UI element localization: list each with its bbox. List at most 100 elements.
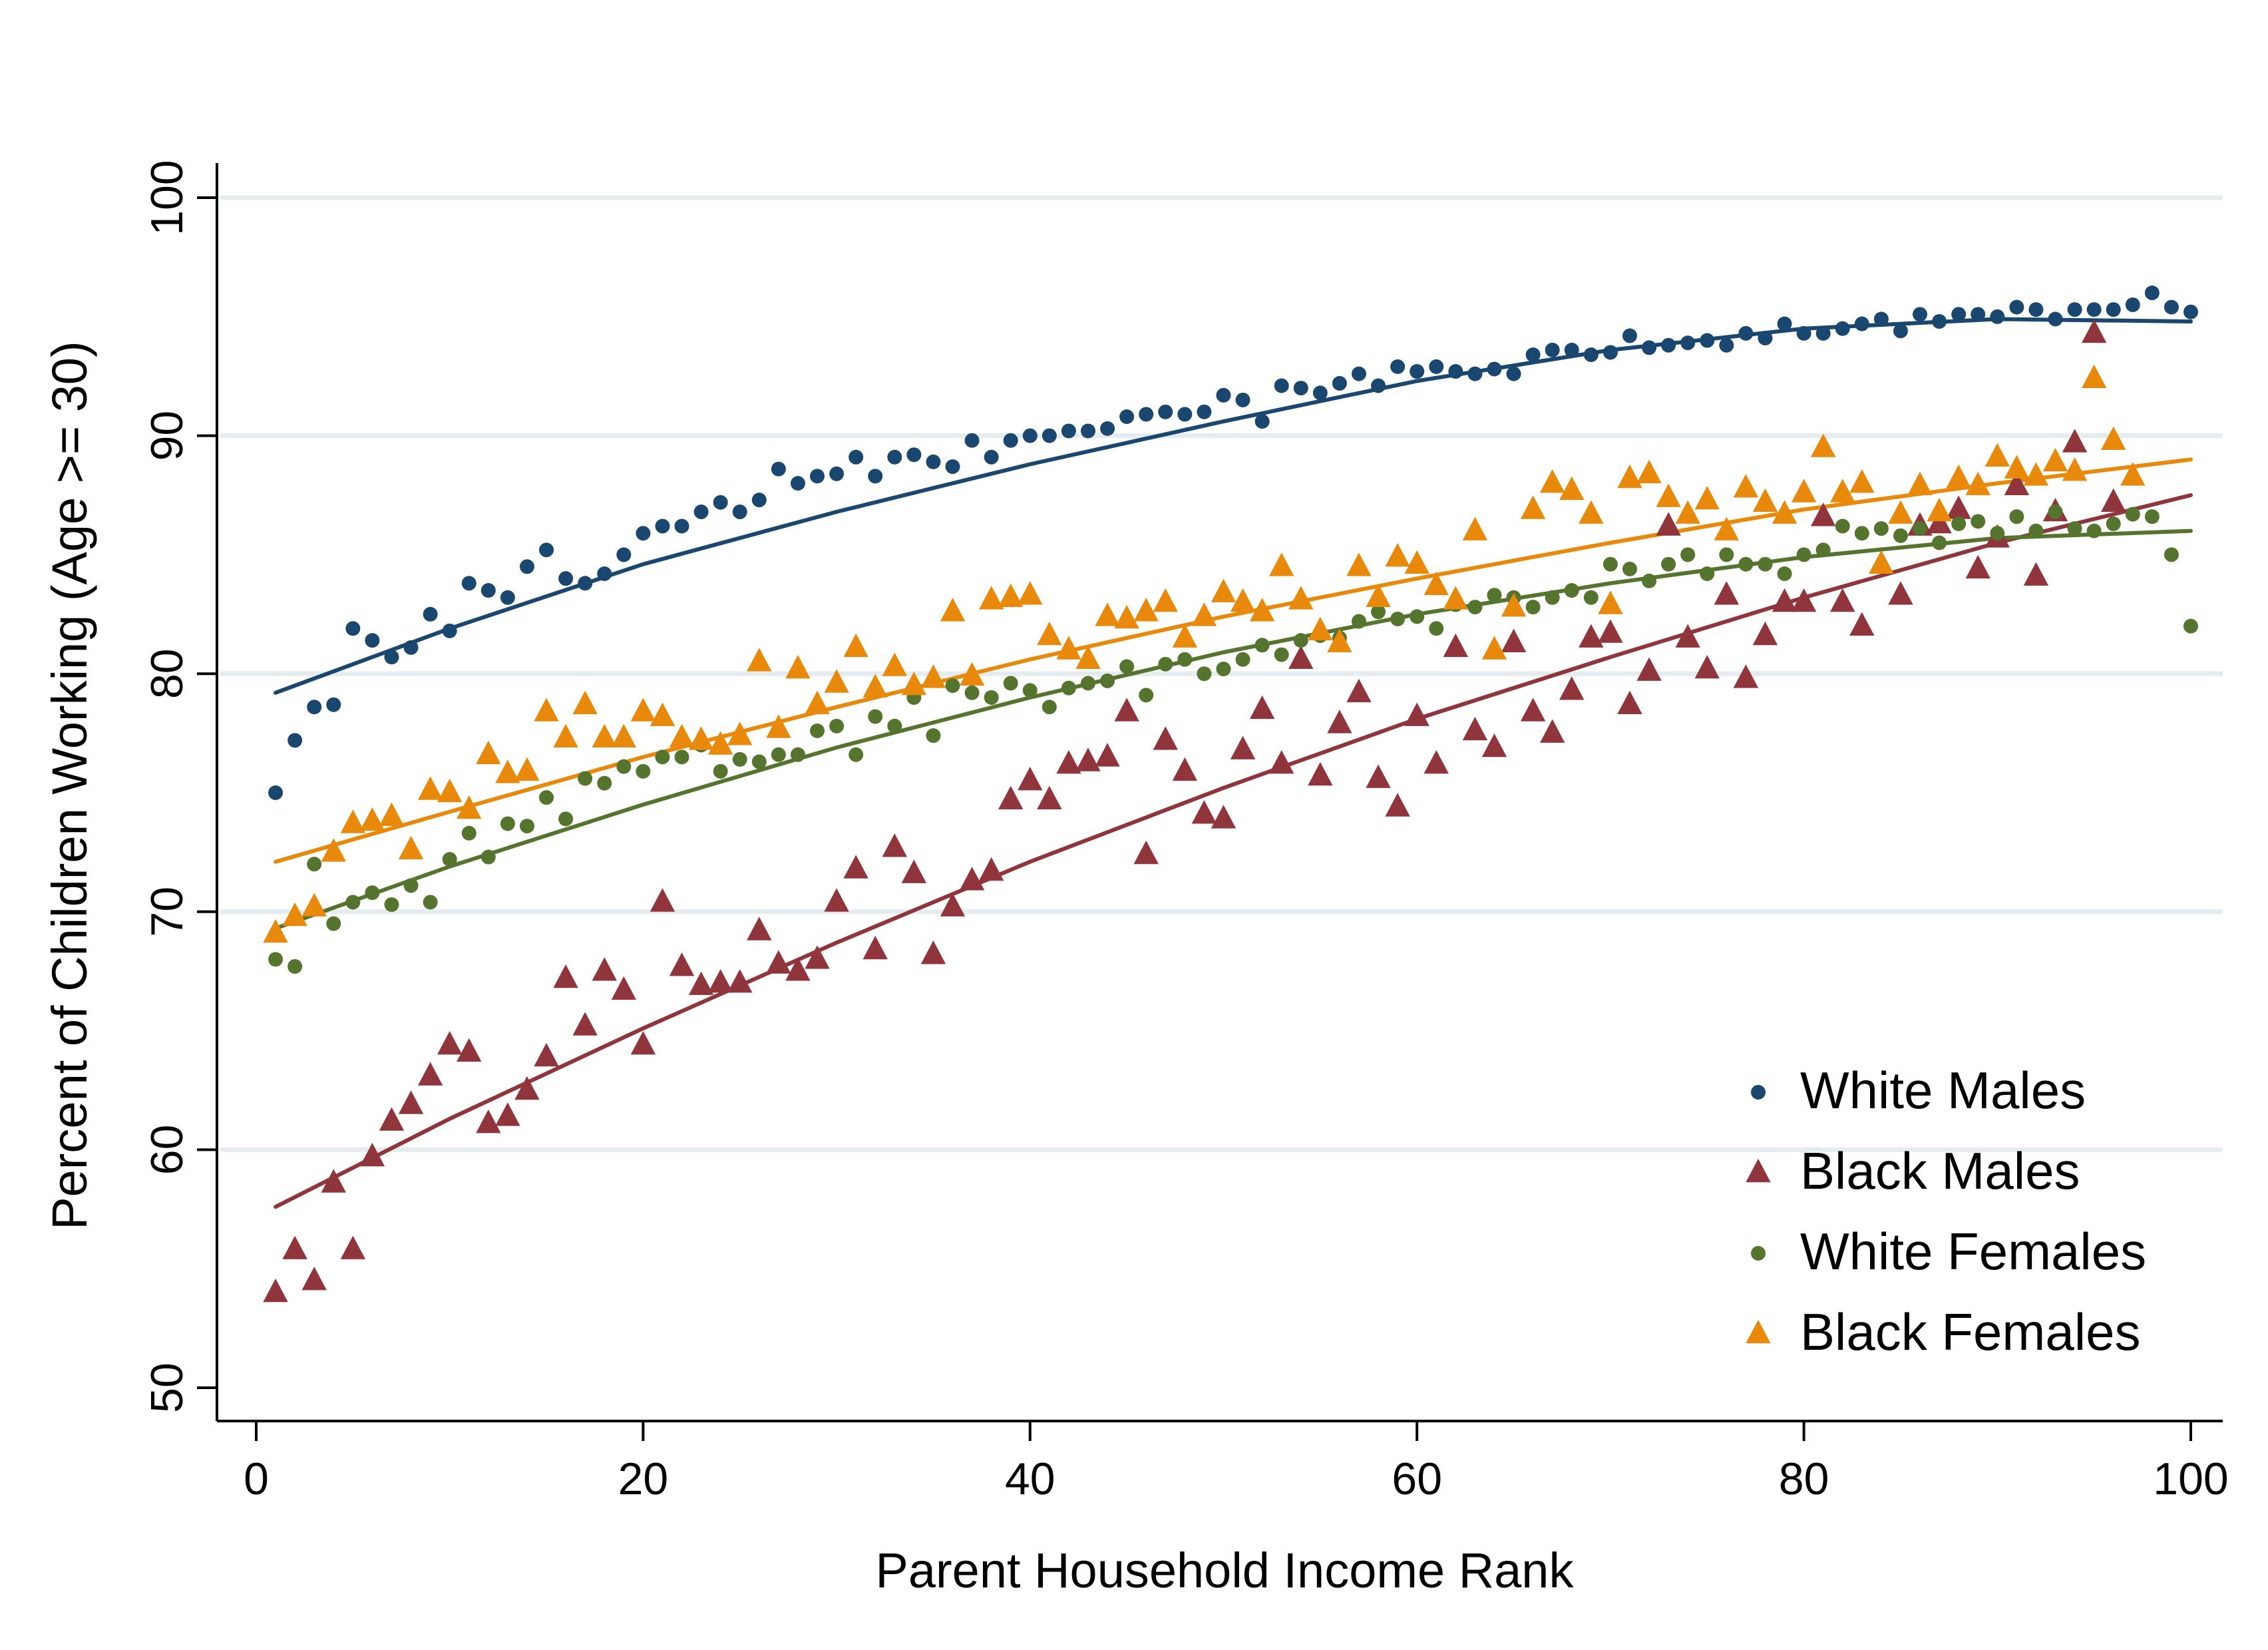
point-series-3-75 (1714, 516, 1740, 540)
point-series-2-5 (365, 885, 380, 901)
point-series-0-59 (1410, 364, 1425, 379)
point-series-3-84 (1888, 500, 1913, 524)
point-series-3-55 (1327, 628, 1352, 652)
point-series-0-35 (945, 459, 960, 475)
point-series-3-71 (1636, 459, 1662, 484)
point-series-2-79 (1796, 547, 1811, 562)
point-series-3-77 (1752, 488, 1778, 513)
point-series-1-49 (1211, 805, 1236, 829)
point-series-0-41 (1061, 423, 1076, 439)
point-series-0-95 (2106, 302, 2121, 317)
point-series-1-47 (1172, 757, 1198, 781)
point-series-0-98 (2164, 300, 2179, 315)
point-series-1-40 (1037, 785, 1062, 810)
point-series-0-61 (1448, 364, 1463, 379)
point-series-0-54 (1312, 385, 1328, 401)
point-series-3-58 (1385, 542, 1410, 567)
point-series-2-71 (1642, 573, 1657, 588)
point-series-2-72 (1661, 556, 1676, 572)
point-series-0-51 (1254, 414, 1270, 429)
point-series-2-18 (616, 759, 632, 774)
point-series-2-43 (1100, 673, 1115, 688)
point-series-2-0 (268, 952, 284, 967)
point-series-1-10 (457, 1038, 482, 1062)
point-series-3-46 (1153, 588, 1178, 612)
point-series-2-94 (2086, 523, 2102, 538)
point-series-2-93 (2067, 521, 2082, 536)
point-series-2-21 (674, 749, 689, 765)
point-series-2-87 (1951, 516, 1967, 531)
point-series-3-4 (340, 809, 366, 833)
point-series-3-87 (1946, 464, 1971, 489)
point-series-0-16 (578, 576, 593, 591)
point-series-1-32 (882, 833, 908, 857)
point-series-3-7 (398, 835, 424, 860)
point-series-3-41 (1056, 636, 1081, 660)
point-series-1-68 (1579, 624, 1604, 648)
x-tick-label-100: 100 (2153, 1454, 2228, 1504)
point-series-1-59 (1404, 702, 1429, 726)
point-series-3-74 (1694, 486, 1720, 510)
point-series-1-67 (1559, 676, 1585, 700)
point-series-3-79 (1791, 479, 1817, 503)
point-series-2-30 (849, 747, 864, 762)
point-series-3-9 (437, 778, 463, 803)
point-series-1-72 (1656, 512, 1681, 536)
point-series-2-80 (1815, 542, 1831, 558)
point-series-2-59 (1410, 609, 1425, 624)
legend-label-2: White Females (1800, 1222, 2146, 1281)
point-series-0-39 (1022, 428, 1038, 443)
point-series-0-0 (268, 785, 284, 800)
point-series-0-40 (1041, 428, 1057, 443)
point-series-0-11 (480, 583, 496, 598)
point-series-3-49 (1211, 578, 1236, 602)
point-series-3-1 (282, 902, 307, 927)
point-series-3-53 (1288, 586, 1314, 610)
point-series-2-20 (655, 749, 670, 765)
point-series-1-16 (572, 1012, 598, 1036)
point-series-3-21 (669, 723, 695, 748)
point-series-0-77 (1758, 330, 1773, 345)
point-series-2-3 (326, 916, 341, 931)
point-series-0-60 (1429, 359, 1444, 374)
point-series-1-8 (417, 1062, 443, 1086)
point-series-3-34 (920, 664, 946, 688)
x-tick-label-60: 60 (1392, 1454, 1442, 1504)
point-series-0-15 (558, 571, 574, 586)
point-series-1-33 (901, 859, 927, 883)
point-series-1-91 (2023, 562, 2049, 586)
x-tick-label-40: 40 (1005, 1454, 1055, 1504)
point-series-0-36 (964, 433, 980, 448)
point-series-3-88 (1965, 471, 1990, 495)
point-series-2-23 (713, 763, 728, 779)
point-series-2-2 (307, 857, 322, 872)
point-series-1-54 (1308, 761, 1333, 786)
point-series-2-8 (423, 895, 438, 910)
point-series-0-55 (1332, 375, 1347, 391)
point-series-0-68 (1583, 347, 1599, 363)
point-series-0-97 (2144, 286, 2160, 301)
point-series-3-86 (1927, 497, 1952, 522)
point-series-0-6 (384, 650, 399, 665)
point-series-0-78 (1777, 316, 1792, 331)
point-series-0-38 (1003, 433, 1018, 448)
point-series-0-58 (1390, 359, 1406, 374)
point-series-2-4 (345, 895, 361, 910)
point-series-1-95 (2101, 488, 2126, 513)
point-series-1-46 (1153, 726, 1178, 750)
legend-marker-0 (1751, 1085, 1766, 1100)
point-series-0-9 (442, 623, 457, 638)
point-series-0-86 (1932, 313, 1947, 329)
y-tick-label-100: 100 (142, 160, 192, 235)
point-series-2-7 (403, 878, 419, 893)
point-series-1-57 (1366, 764, 1391, 788)
point-series-2-74 (1700, 566, 1715, 582)
point-series-2-41 (1061, 680, 1076, 696)
point-series-3-40 (1037, 621, 1062, 646)
point-series-1-69 (1598, 619, 1623, 643)
point-series-0-99 (2183, 304, 2198, 319)
point-series-0-94 (2086, 302, 2102, 317)
point-series-2-90 (2009, 509, 2024, 524)
point-series-0-29 (829, 466, 845, 481)
point-series-2-11 (480, 849, 496, 865)
